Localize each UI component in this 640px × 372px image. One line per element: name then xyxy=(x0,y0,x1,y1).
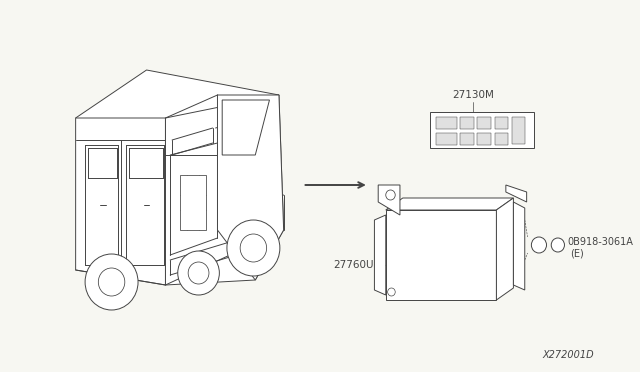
Polygon shape xyxy=(436,133,457,145)
Text: X272001D: X272001D xyxy=(542,350,594,360)
Polygon shape xyxy=(180,175,206,230)
Text: 0B918-3061A: 0B918-3061A xyxy=(567,237,633,247)
Circle shape xyxy=(227,220,280,276)
Circle shape xyxy=(531,237,547,253)
Polygon shape xyxy=(460,133,474,145)
Text: 27130M: 27130M xyxy=(452,90,493,100)
Circle shape xyxy=(388,288,396,296)
Text: 27760U: 27760U xyxy=(333,260,374,270)
Polygon shape xyxy=(386,198,513,210)
Circle shape xyxy=(188,262,209,284)
Text: (E): (E) xyxy=(570,248,584,258)
Polygon shape xyxy=(506,185,527,202)
Circle shape xyxy=(386,190,396,200)
Polygon shape xyxy=(477,117,491,129)
Polygon shape xyxy=(495,133,508,145)
Circle shape xyxy=(99,268,125,296)
Polygon shape xyxy=(497,198,513,300)
Circle shape xyxy=(85,254,138,310)
Circle shape xyxy=(551,238,564,252)
Polygon shape xyxy=(218,95,284,280)
Polygon shape xyxy=(511,117,525,144)
Polygon shape xyxy=(513,202,525,290)
Polygon shape xyxy=(495,117,508,129)
Circle shape xyxy=(240,234,267,262)
Circle shape xyxy=(178,251,220,295)
Polygon shape xyxy=(430,112,534,148)
Polygon shape xyxy=(436,117,457,129)
Polygon shape xyxy=(76,118,166,285)
Text: N: N xyxy=(555,242,561,248)
Polygon shape xyxy=(460,117,474,129)
Polygon shape xyxy=(378,185,400,215)
Polygon shape xyxy=(222,100,269,155)
Polygon shape xyxy=(477,133,491,145)
Polygon shape xyxy=(386,210,497,300)
Polygon shape xyxy=(166,95,284,285)
Polygon shape xyxy=(76,70,279,155)
Polygon shape xyxy=(374,215,386,295)
